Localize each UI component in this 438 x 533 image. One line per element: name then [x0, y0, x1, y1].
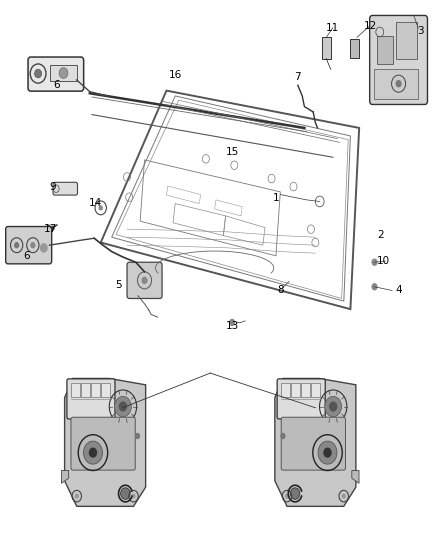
Circle shape	[74, 494, 79, 499]
Circle shape	[119, 401, 127, 411]
Bar	[350, 39, 359, 58]
Circle shape	[114, 397, 131, 417]
Text: 16: 16	[169, 70, 182, 79]
Circle shape	[40, 243, 48, 253]
Bar	[81, 383, 90, 397]
FancyBboxPatch shape	[370, 15, 427, 104]
FancyBboxPatch shape	[281, 417, 346, 470]
Text: 15: 15	[226, 147, 239, 157]
Polygon shape	[352, 471, 359, 483]
Bar	[322, 37, 331, 59]
Circle shape	[35, 69, 42, 78]
Text: 7: 7	[294, 72, 301, 82]
Bar	[377, 36, 393, 64]
Bar	[301, 383, 310, 397]
FancyBboxPatch shape	[71, 417, 135, 470]
Circle shape	[371, 259, 378, 266]
Text: 13: 13	[226, 321, 239, 331]
Bar	[396, 22, 417, 59]
FancyBboxPatch shape	[53, 182, 78, 195]
FancyBboxPatch shape	[127, 262, 162, 298]
Text: 6: 6	[53, 80, 60, 90]
Circle shape	[342, 494, 346, 499]
Circle shape	[59, 68, 68, 78]
Circle shape	[14, 242, 19, 248]
Bar	[50, 65, 77, 81]
Circle shape	[290, 488, 300, 499]
FancyBboxPatch shape	[277, 379, 325, 419]
Text: 11: 11	[326, 23, 339, 33]
Polygon shape	[64, 378, 145, 506]
Text: 6: 6	[23, 251, 30, 261]
Text: 3: 3	[417, 26, 424, 36]
Circle shape	[141, 277, 148, 284]
Text: 8: 8	[277, 286, 284, 295]
Text: 2: 2	[378, 230, 385, 239]
Circle shape	[229, 319, 235, 326]
Circle shape	[371, 283, 378, 290]
Text: 14: 14	[89, 198, 102, 207]
Circle shape	[84, 441, 102, 464]
Circle shape	[280, 433, 286, 439]
Circle shape	[398, 84, 408, 95]
Circle shape	[380, 82, 385, 88]
Circle shape	[135, 433, 140, 439]
FancyBboxPatch shape	[6, 227, 52, 264]
Text: 5: 5	[115, 280, 122, 290]
Polygon shape	[275, 378, 356, 506]
Bar	[101, 383, 110, 397]
Text: 17: 17	[44, 224, 57, 234]
FancyBboxPatch shape	[28, 57, 84, 91]
Bar	[311, 383, 320, 397]
Circle shape	[30, 242, 35, 248]
Bar	[291, 383, 300, 397]
Circle shape	[89, 448, 97, 458]
Circle shape	[285, 494, 289, 499]
Text: 1: 1	[272, 193, 279, 203]
Bar	[281, 383, 290, 397]
Bar	[71, 383, 80, 397]
Circle shape	[120, 488, 130, 499]
Text: 9: 9	[49, 182, 56, 191]
Circle shape	[323, 448, 332, 458]
Circle shape	[318, 441, 337, 464]
Bar	[374, 69, 418, 99]
FancyBboxPatch shape	[67, 379, 115, 419]
Circle shape	[131, 494, 136, 499]
Text: 10: 10	[377, 256, 390, 266]
Text: 12: 12	[364, 21, 377, 30]
Circle shape	[396, 80, 402, 87]
Circle shape	[325, 397, 342, 417]
Circle shape	[99, 205, 103, 211]
Circle shape	[329, 401, 337, 411]
Bar	[91, 383, 100, 397]
Text: 4: 4	[395, 286, 402, 295]
Circle shape	[50, 225, 55, 231]
Polygon shape	[61, 471, 69, 483]
